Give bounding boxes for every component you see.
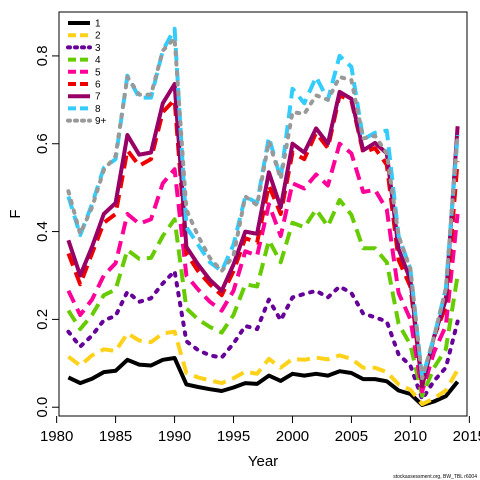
series-line-9plus: [66, 36, 460, 381]
legend-label: 2: [95, 31, 101, 42]
x-tick-label: 1985: [99, 428, 132, 445]
legend-label: 1: [95, 19, 101, 30]
y-axis: 0.0 0.2 0.4 0.6 0.8: [34, 45, 59, 418]
x-axis: 1980 1985 1990 1995 2000 2005 2010 2015: [40, 416, 480, 445]
y-axis-title: F: [7, 209, 24, 218]
x-tick-label: 2015: [453, 428, 480, 445]
legend-label: 4: [95, 55, 101, 66]
y-tick-label: 0.8: [34, 45, 51, 66]
y-tick-label: 0.2: [34, 309, 51, 330]
x-tick-label: 2000: [276, 428, 309, 445]
y-tick-label: 0.0: [34, 397, 51, 418]
x-tick-label: 1980: [40, 428, 73, 445]
plot-frame: [58, 11, 468, 417]
series-line-5: [66, 141, 460, 394]
x-tick-label: 2010: [394, 428, 427, 445]
x-tick-label: 1995: [217, 428, 250, 445]
legend-label: 9+: [95, 116, 107, 127]
y-tick-label: 0.4: [34, 221, 51, 242]
legend-label: 6: [95, 80, 101, 91]
series-layer: [66, 26, 460, 407]
credit-text: stockassessment.org, BW_TBL r6004: [393, 474, 477, 480]
series-line-4: [66, 197, 460, 398]
series-line-3: [66, 269, 460, 402]
series-line-1: [67, 356, 460, 407]
legend-label: 8: [95, 104, 101, 115]
legend-label: 7: [95, 92, 101, 103]
x-tick-label: 1990: [158, 428, 191, 445]
x-tick-label: 2005: [335, 428, 368, 445]
legend-label: 3: [95, 43, 101, 54]
legend-label: 5: [95, 67, 101, 78]
series-line-2: [67, 329, 460, 407]
series-line-6: [66, 93, 460, 389]
x-axis-title: Year: [248, 453, 278, 470]
y-tick-label: 0.6: [34, 133, 51, 154]
